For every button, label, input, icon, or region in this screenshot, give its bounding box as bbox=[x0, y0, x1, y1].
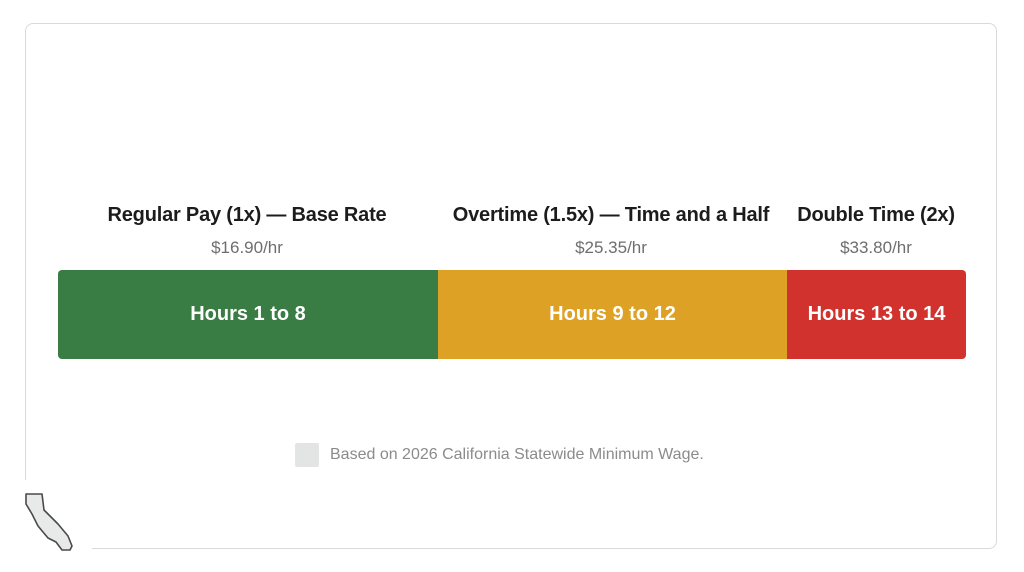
segment-regular: Hours 1 to 8 bbox=[58, 270, 438, 359]
california-map-icon bbox=[22, 480, 92, 554]
segment-label-double: Hours 13 to 14 bbox=[807, 303, 946, 325]
segment-label-overtime: Hours 9 to 12 bbox=[549, 303, 676, 325]
tier-title-overtime: Overtime (1.5x) — Time and a Half bbox=[452, 204, 770, 226]
image-placeholder-icon bbox=[295, 443, 319, 467]
segment-overtime: Hours 9 to 12 bbox=[438, 270, 787, 359]
tier-header-regular: Regular Pay (1x) — Base Rate $16.90/hr bbox=[108, 204, 387, 258]
footnote: Based on 2026 California Statewide Minim… bbox=[295, 443, 704, 467]
tier-title-regular: Regular Pay (1x) — Base Rate bbox=[107, 204, 387, 226]
tier-header-double: Double Time (2x) $33.80/hr bbox=[797, 204, 955, 258]
tier-rate-overtime: $25.35/hr bbox=[575, 238, 647, 257]
tier-title-double: Double Time (2x) bbox=[797, 204, 955, 226]
segment-double: Hours 13 to 14 bbox=[787, 270, 966, 359]
tier-header-overtime: Overtime (1.5x) — Time and a Half $25.35… bbox=[452, 204, 770, 258]
footnote-text: Based on 2026 California Statewide Minim… bbox=[330, 446, 704, 463]
segment-label-regular: Hours 1 to 8 bbox=[190, 303, 306, 325]
tier-rate-double: $33.80/hr bbox=[840, 238, 912, 257]
hours-bar: Hours 1 to 8 Hours 9 to 12 Hours 13 to 1… bbox=[58, 270, 966, 359]
tier-rate-regular: $16.90/hr bbox=[211, 238, 283, 257]
